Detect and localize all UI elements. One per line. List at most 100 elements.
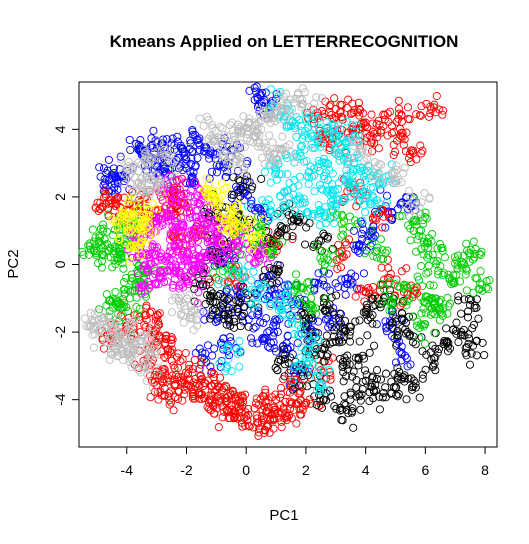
data-point [152,162,161,171]
data-point [398,309,407,318]
x-tick-label: -4 [121,462,134,478]
data-point [363,331,372,340]
data-point [149,142,159,151]
data-point [244,261,253,270]
data-point [285,404,295,413]
data-point [324,365,334,374]
data-point [142,326,151,336]
data-point [280,225,289,234]
data-point [249,258,258,267]
data-point [411,379,420,388]
data-point [201,189,210,198]
data-point [397,267,406,276]
data-point [114,351,123,360]
data-point [299,99,308,108]
data-point [242,134,251,143]
data-point [403,296,412,305]
data-point [116,207,126,216]
data-point [258,88,267,97]
data-point [411,247,421,256]
data-point [240,224,249,233]
data-point [330,326,339,335]
data-point [265,214,274,224]
data-point [131,315,141,325]
data-point [273,366,282,375]
data-point [139,211,148,220]
data-point [388,294,397,303]
data-point [292,284,301,293]
data-point [251,118,260,127]
data-point [462,286,471,295]
data-point [257,142,266,152]
data-point [259,416,268,425]
data-point [164,211,173,220]
data-point [358,109,368,118]
data-point [320,373,329,382]
data-point [240,163,249,172]
data-point [233,236,242,245]
data-point [304,173,313,182]
data-point [381,223,390,232]
data-point [268,393,277,402]
data-point [353,108,362,117]
data-point [185,291,194,300]
data-point [214,280,223,289]
data-point [208,306,217,315]
data-point [396,124,405,133]
data-point [386,269,395,278]
data-point [338,416,347,425]
data-point [199,248,208,257]
data-point [186,230,195,239]
data-point [216,123,225,132]
data-point [126,145,135,155]
data-point [212,261,221,270]
data-point [354,98,363,107]
data-point [102,169,111,178]
data-point [220,134,229,143]
data-point [397,350,406,359]
data-point [184,203,193,212]
data-point [387,389,396,398]
data-point [146,329,155,338]
data-point [217,143,226,153]
data-point [376,375,385,384]
data-point [331,337,341,346]
data-point [102,301,111,310]
data-point [236,177,245,186]
data-point [366,200,375,209]
data-point [260,138,269,147]
data-point [171,393,180,402]
data-point [167,398,176,407]
data-point [275,192,285,201]
data-point [127,325,136,334]
data-point [225,333,235,342]
data-point [318,185,327,194]
data-point [394,109,404,118]
data-point [214,381,223,391]
data-point [194,390,204,399]
data-point [422,99,431,108]
data-point [383,255,392,264]
data-point [195,134,204,143]
data-point [114,337,123,346]
data-point [215,199,224,209]
data-point [348,171,357,181]
data-point [127,332,136,341]
data-point [123,162,132,171]
data-point [185,213,195,222]
data-point [171,260,180,269]
data-point [124,198,133,207]
data-point [305,354,314,363]
data-point [221,154,230,163]
data-point [273,242,282,251]
data-point [453,251,463,260]
data-point [413,272,422,281]
data-point [249,242,259,251]
data-point [125,257,134,266]
data-point [338,225,347,234]
data-point [268,403,277,412]
data-point [198,374,207,383]
data-point [334,240,343,249]
data-point [313,368,323,378]
data-point [241,239,251,248]
